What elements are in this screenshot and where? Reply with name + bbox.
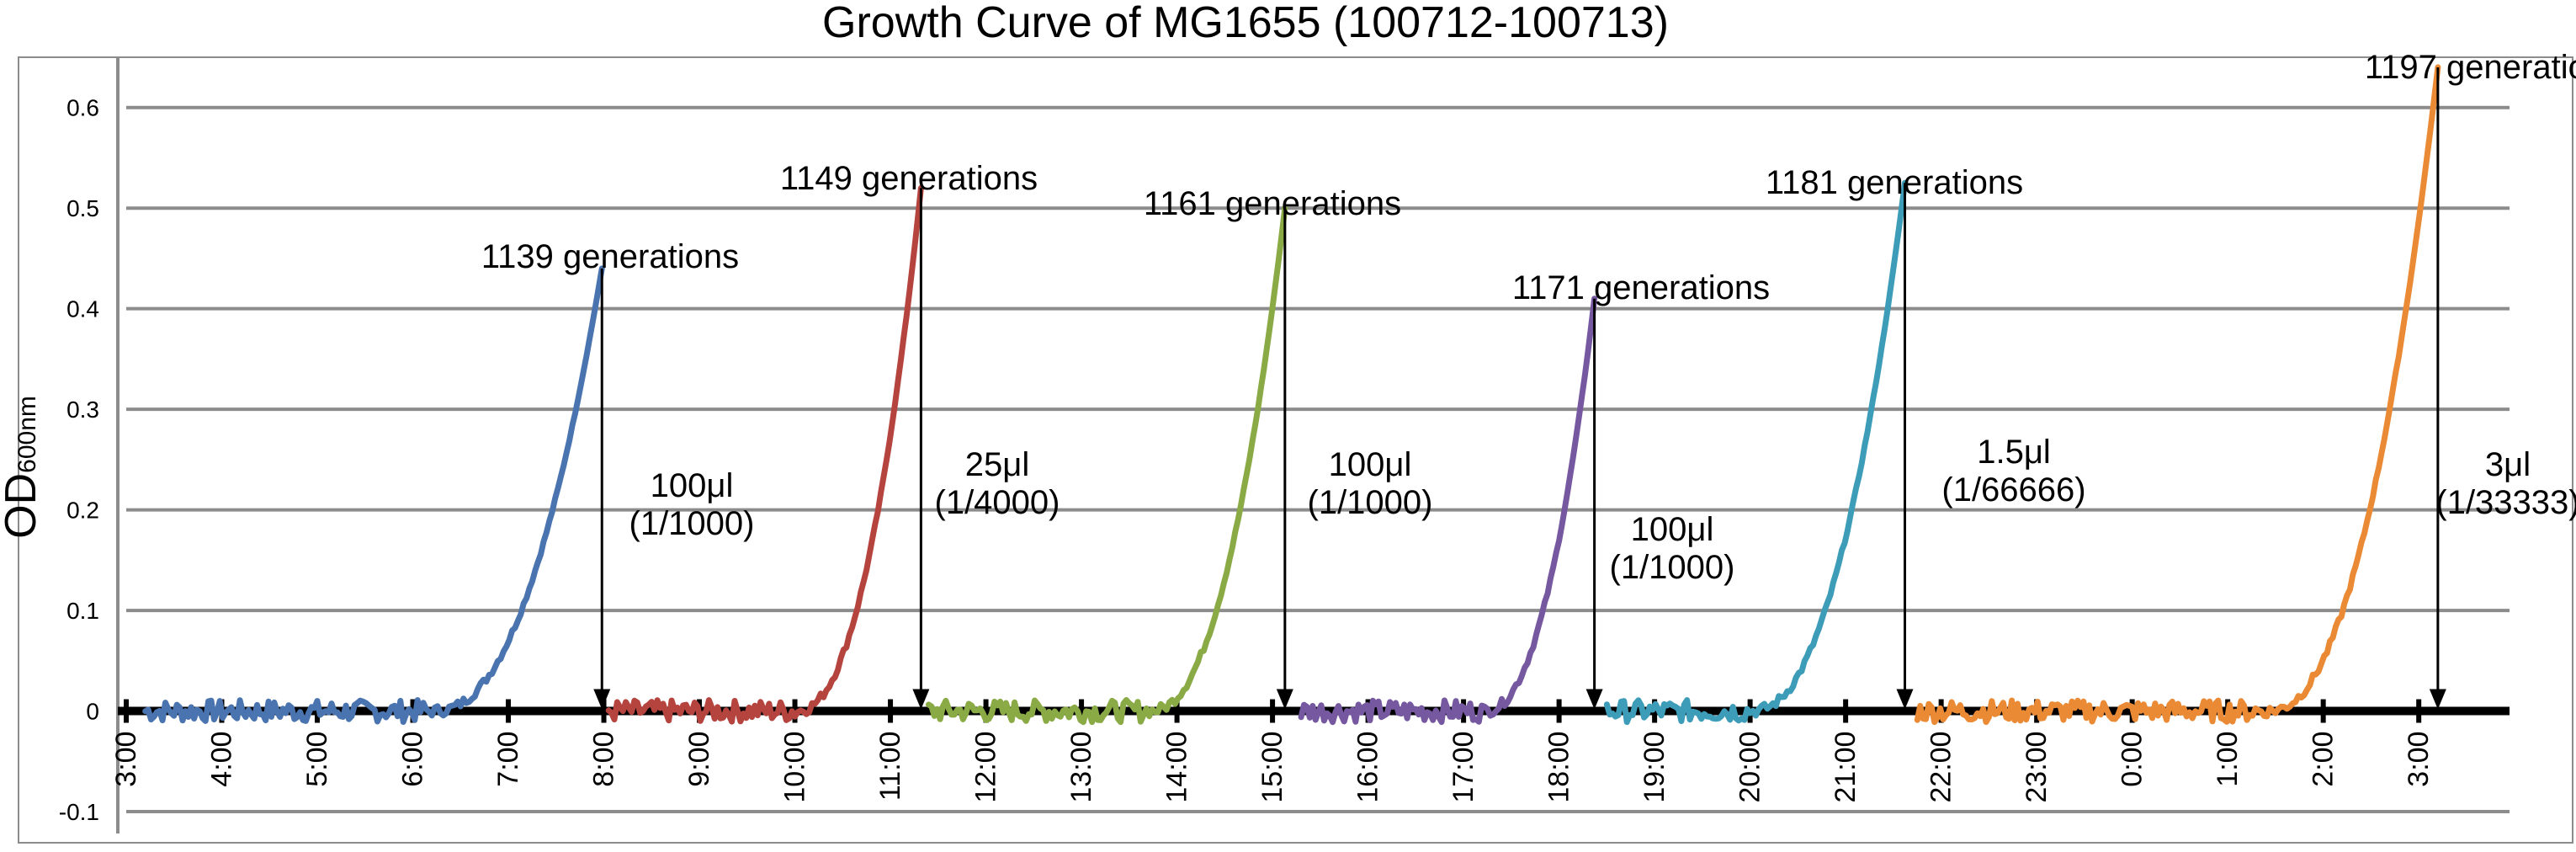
annotation-arrowhead xyxy=(912,689,930,710)
series-line-2 xyxy=(605,184,924,725)
annotation-arrowhead xyxy=(1276,689,1293,710)
x-tick-label: 15:00 xyxy=(1256,732,1288,803)
x-tick-label: 18:00 xyxy=(1543,732,1575,803)
svg-text:OD600nm: OD600nm xyxy=(0,396,45,539)
series-line-4 xyxy=(1298,296,1598,726)
series-line-5 xyxy=(1603,179,1908,726)
x-tick-label: 7:00 xyxy=(492,732,524,787)
x-tick-label: 21:00 xyxy=(1830,732,1862,803)
plot-frame xyxy=(18,56,2573,844)
x-tick-label: 14:00 xyxy=(1161,732,1193,803)
annotation-dilution: (1/1000) xyxy=(1308,484,1433,521)
x-tick-label: 1:00 xyxy=(2212,732,2244,787)
annotation-arrowhead xyxy=(593,689,611,710)
x-tick-label: 5:00 xyxy=(301,732,333,787)
annotation-arrowhead xyxy=(1585,689,1603,710)
annotation-dilution: (1/33333) xyxy=(2435,484,2576,521)
annotation-dilution: (1/4000) xyxy=(935,484,1060,521)
x-tick-label: 19:00 xyxy=(1639,732,1670,803)
annotation-volume: 100μl xyxy=(1329,446,1412,483)
y-tick-label: 0.4 xyxy=(66,296,99,322)
y-tick-label: 0 xyxy=(86,699,99,725)
x-tick-label: 3:00 xyxy=(2403,732,2435,787)
x-tick-label: 3:00 xyxy=(110,732,142,787)
x-tick-label: 22:00 xyxy=(1925,732,1957,803)
y-axis-label-sub: 600nm xyxy=(13,396,41,473)
annotation-volume: 3μl xyxy=(2485,446,2531,483)
x-tick-label: 16:00 xyxy=(1352,732,1384,803)
y-tick-label: 0.1 xyxy=(66,598,99,624)
y-tick-label: 0.6 xyxy=(66,95,99,121)
y-tick-label: 0.5 xyxy=(66,195,99,221)
annotation-generations: 1139 generations xyxy=(481,238,739,275)
x-tick-label: 23:00 xyxy=(2021,732,2053,803)
x-tick-label: 12:00 xyxy=(970,732,1002,803)
annotation-arrowhead xyxy=(2429,689,2446,710)
x-tick-label: 2:00 xyxy=(2308,732,2340,787)
x-tick-label: 20:00 xyxy=(1734,732,1766,803)
x-tick-label: 17:00 xyxy=(1447,732,1479,803)
annotation-volume: 1.5μl xyxy=(1977,434,2051,471)
y-tick-label: 0.3 xyxy=(66,397,99,423)
annotation-volume: 25μl xyxy=(965,446,1029,483)
annotation-dilution: (1/1000) xyxy=(629,505,755,542)
y-tick-label: 0.2 xyxy=(66,498,99,524)
axis-layer: -0.1 0 0.1 0.2 0.3 0.4 0.5 0.6 3:00 4:00 5:00 6:00 7… xyxy=(59,57,2510,833)
annotation-dilution: (1/1000) xyxy=(1610,549,1735,586)
y-axis-label-main: OD xyxy=(0,473,45,539)
x-tick-label: 8:00 xyxy=(588,732,620,787)
annotation-arrowhead xyxy=(1896,689,1914,710)
x-tick-label: 0:00 xyxy=(2117,732,2148,787)
annotation-volume: 100μl xyxy=(651,467,734,504)
y-axis-label: OD600nm xyxy=(0,396,45,539)
x-tick-label: 4:00 xyxy=(206,732,238,787)
series-line-1 xyxy=(142,265,605,725)
series-layer xyxy=(142,64,2441,726)
series-line-3 xyxy=(926,205,1288,726)
annotation-volume: 100μl xyxy=(1631,511,1714,548)
annotation-generations: 1197 generations xyxy=(2365,49,2576,86)
x-tick-label: 11:00 xyxy=(874,732,906,801)
y-tick-label: -0.1 xyxy=(59,799,99,825)
series-line-6 xyxy=(1914,64,2441,726)
chart-title: Growth Curve of MG1655 (100712-100713) xyxy=(822,0,1669,47)
x-tick-label: 6:00 xyxy=(397,732,429,787)
annotation-generations: 1161 generations xyxy=(1144,185,1401,222)
x-tick-label: 10:00 xyxy=(779,732,811,803)
x-tick-label: 13:00 xyxy=(1065,732,1097,803)
annotation-generations: 1149 generations xyxy=(780,160,1038,197)
x-tick-label: 9:00 xyxy=(683,732,715,787)
annotation-generations: 1171 generations xyxy=(1512,269,1770,306)
annotation-dilution: (1/66666) xyxy=(1941,471,2085,509)
annotation-generations: 1181 generations xyxy=(1766,164,2023,201)
